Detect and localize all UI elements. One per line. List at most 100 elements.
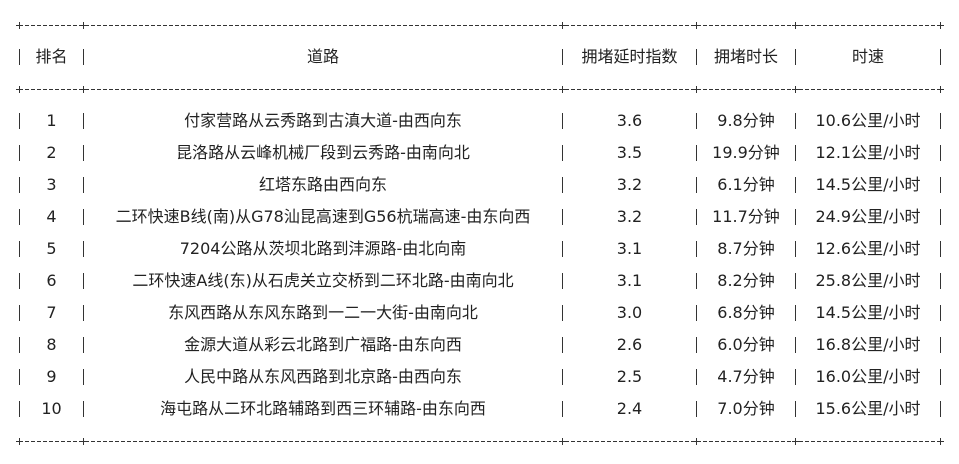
- table-cell: 金源大道从彩云北路到广福路-由东向西: [184, 335, 462, 354]
- column-separator: [562, 145, 563, 161]
- table-corner: [16, 22, 23, 29]
- header-row: 排名 道路 拥堵延时指数 拥堵时长 时速: [0, 47, 959, 67]
- table-cell: 8.2分钟: [717, 271, 775, 290]
- table-corner: [693, 86, 700, 93]
- column-separator: [562, 369, 563, 385]
- table-corner: [16, 86, 23, 93]
- table-cell: 8.7分钟: [717, 239, 775, 258]
- table-cell: 9.8分钟: [717, 111, 775, 130]
- column-separator: [795, 209, 796, 225]
- column-separator: [19, 145, 20, 161]
- table-cell: 12.6公里/小时: [815, 239, 921, 258]
- table-cell: 3.2: [616, 207, 643, 226]
- column-separator: [696, 401, 697, 417]
- table-corner: [80, 22, 87, 29]
- table-cell: 红塔东路由西向东: [258, 175, 387, 194]
- table-cell: 10: [41, 399, 62, 418]
- table-cell: 25.8公里/小时: [815, 271, 921, 290]
- column-separator: [19, 369, 20, 385]
- table-corner: [559, 438, 566, 445]
- table-cell: 7: [46, 303, 57, 322]
- column-separator: [562, 337, 563, 353]
- table-cell: 3.6: [616, 111, 643, 130]
- table-cell: 11.7分钟: [712, 207, 780, 226]
- column-separator: [795, 273, 796, 289]
- column-header: 排名: [35, 47, 68, 66]
- table-cell: 4.7分钟: [717, 367, 775, 386]
- column-separator: [940, 177, 941, 193]
- column-separator: [19, 49, 20, 65]
- table-cell: 3.2: [616, 175, 643, 194]
- table-cell: 3.5: [616, 143, 643, 162]
- column-separator: [19, 337, 20, 353]
- column-separator: [19, 177, 20, 193]
- column-separator: [562, 273, 563, 289]
- column-separator: [562, 401, 563, 417]
- column-separator: [940, 305, 941, 321]
- table-cell: 昆洛路从云峰机械厂段到云秀路-由南向北: [176, 143, 470, 162]
- column-separator: [696, 177, 697, 193]
- table-row: 10 海屯路从二环北路辅路到西三环辅路-由东向西 2.4 7.0分钟 15.6公里/小时: [0, 399, 959, 419]
- column-separator: [795, 305, 796, 321]
- table-corner: [80, 86, 87, 93]
- table-cell: 16.8公里/小时: [815, 335, 921, 354]
- table-cell: 14.5公里/小时: [815, 303, 921, 322]
- column-separator: [940, 113, 941, 129]
- table-cell: 19.9分钟: [712, 143, 780, 162]
- table-cell: 6.0分钟: [717, 335, 775, 354]
- column-separator: [795, 145, 796, 161]
- table-row: 9 人民中路从东风西路到北京路-由西向东 2.5 4.7分钟 16.0公里/小时: [0, 367, 959, 387]
- table-cell: 1: [46, 111, 57, 130]
- column-separator: [19, 273, 20, 289]
- table-cell: 7.0分钟: [717, 399, 775, 418]
- column-separator: [940, 145, 941, 161]
- table-cell: 人民中路从东风西路到北京路-由西向东: [184, 367, 462, 386]
- table-cell: 3.1: [616, 239, 643, 258]
- table-cell: 15.6公里/小时: [815, 399, 921, 418]
- table-cell: 二环快速B线(南)从G78汕昆高速到G56杭瑞高速-由东向西: [115, 207, 531, 226]
- column-separator: [696, 241, 697, 257]
- table-corner: [792, 22, 799, 29]
- table-corner: [16, 438, 23, 445]
- column-separator: [795, 401, 796, 417]
- table-cell: 6.8分钟: [717, 303, 775, 322]
- table-cell: 5: [46, 239, 57, 258]
- table-corner: [792, 438, 799, 445]
- table-corner: [559, 86, 566, 93]
- column-separator: [940, 337, 941, 353]
- column-separator: [562, 177, 563, 193]
- column-separator: [562, 305, 563, 321]
- table-corner: [937, 86, 944, 93]
- column-header: 道路: [306, 47, 339, 66]
- table-border-rule: [19, 441, 941, 442]
- column-separator: [19, 305, 20, 321]
- column-separator: [940, 49, 941, 65]
- column-separator: [562, 209, 563, 225]
- column-separator: [940, 369, 941, 385]
- table-cell: 12.1公里/小时: [815, 143, 921, 162]
- column-separator: [795, 369, 796, 385]
- table-cell: 2.4: [616, 399, 643, 418]
- table-cell: 6: [46, 271, 57, 290]
- column-separator: [83, 113, 84, 129]
- column-separator: [83, 145, 84, 161]
- column-separator: [696, 273, 697, 289]
- column-separator: [696, 369, 697, 385]
- table-cell: 二环快速A线(东)从石虎关立交桥到二环北路-由南向北: [132, 271, 514, 290]
- table-corner: [937, 22, 944, 29]
- column-header: 拥堵时长: [713, 47, 778, 66]
- table-cell: 6.1分钟: [717, 175, 775, 194]
- table-cell: 16.0公里/小时: [815, 367, 921, 386]
- table-corner: [80, 438, 87, 445]
- column-separator: [83, 305, 84, 321]
- table-corner: [693, 438, 700, 445]
- column-separator: [795, 113, 796, 129]
- column-separator: [83, 273, 84, 289]
- table-cell: 7204公路从茨坝北路到沣源路-由北向南: [179, 239, 467, 258]
- table-cell: 14.5公里/小时: [815, 175, 921, 194]
- column-separator: [19, 401, 20, 417]
- column-separator: [83, 369, 84, 385]
- column-separator: [795, 241, 796, 257]
- column-separator: [83, 209, 84, 225]
- table-row: 6 二环快速A线(东)从石虎关立交桥到二环北路-由南向北 3.1 8.2分钟 25.8公…: [0, 271, 959, 291]
